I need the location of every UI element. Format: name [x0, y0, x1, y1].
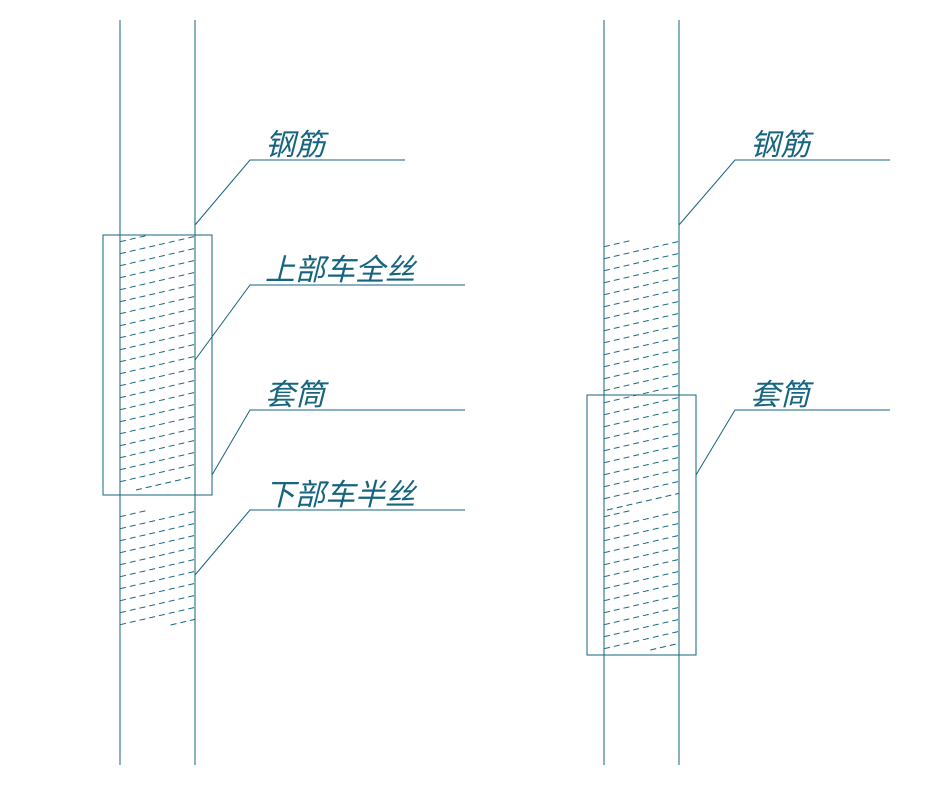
label-text: 钢筋: [750, 129, 814, 162]
leader-line: [195, 285, 465, 360]
label-text: 钢筋: [265, 129, 329, 162]
hatch-line: [604, 240, 633, 247]
leader-line: [696, 410, 890, 475]
label-left-rebar: 钢筋: [195, 129, 405, 225]
left-sleeve-rect: [103, 235, 212, 495]
right-lower-thread-hatch: [604, 510, 679, 650]
hatch-line: [120, 510, 149, 517]
right-upper-thread-hatch: [604, 240, 679, 510]
label-left-upper-thread: 上部车全丝: [195, 254, 465, 360]
leader-line: [679, 160, 890, 225]
label-left-sleeve: 套筒: [212, 379, 465, 475]
leader-line: [195, 510, 465, 575]
label-text: 套筒: [750, 379, 814, 412]
hatch-line: [120, 235, 149, 242]
label-text: 下部车半丝: [265, 479, 418, 512]
labels: 钢筋 上部车全丝 套筒 下部车半丝 钢筋 套筒: [195, 129, 890, 575]
right-sleeve-rect: [587, 395, 696, 655]
hatch-line: [171, 619, 195, 625]
right-assembly: [587, 20, 696, 765]
left-upper-thread-hatch: [120, 235, 195, 490]
leader-line: [195, 160, 405, 225]
label-left-lower-thread: 下部车半丝: [195, 479, 465, 575]
leader-line: [212, 410, 465, 475]
left-lower-thread-hatch: [120, 510, 195, 625]
label-right-rebar: 钢筋: [679, 129, 890, 225]
label-right-sleeve: 套筒: [696, 379, 890, 475]
label-text: 套筒: [265, 379, 329, 412]
left-assembly: [103, 20, 212, 765]
hatch-line: [136, 476, 195, 490]
rebar-coupler-diagram: 钢筋 上部车全丝 套筒 下部车半丝 钢筋 套筒: [0, 0, 929, 785]
label-text: 上部车全丝: [265, 254, 418, 287]
hatch-line: [650, 643, 679, 650]
hatch-line: [604, 510, 633, 517]
